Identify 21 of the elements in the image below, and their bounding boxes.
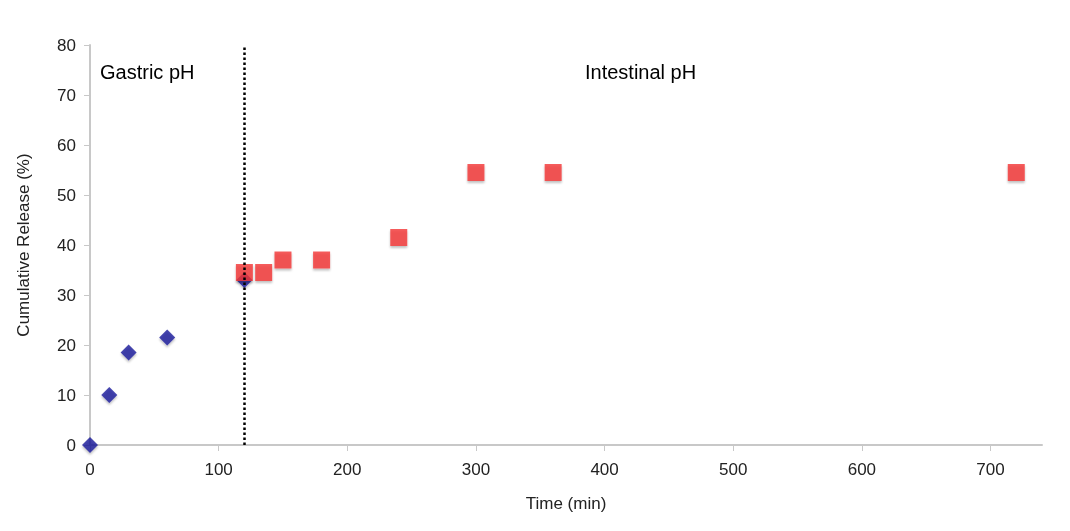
x-tick-label: 200 — [333, 460, 362, 479]
y-tick-label: 70 — [57, 85, 76, 105]
y-tick-label: 0 — [66, 435, 76, 455]
x-tick-label: 400 — [590, 460, 619, 479]
y-axis-title: Cumulative Release (%) — [14, 153, 33, 337]
x-tick-label: 300 — [461, 460, 491, 479]
y-tick-label: 60 — [57, 135, 76, 155]
x-tick-label: 100 — [204, 460, 233, 479]
annotation: Intestinal pH — [585, 61, 697, 83]
x-axis-title: Time (min) — [525, 494, 607, 513]
y-tick-label: 80 — [57, 35, 76, 55]
annotation: Gastric pH — [100, 61, 195, 83]
x-tick-label: 500 — [719, 460, 748, 479]
x-tick-label: 700 — [976, 460, 1005, 479]
x-tick-label: 0 — [85, 460, 95, 479]
y-tick-label: 50 — [57, 185, 76, 205]
y-tick-label: 10 — [57, 385, 76, 405]
x-tick-label: 600 — [847, 460, 877, 479]
y-tick-label: 20 — [57, 335, 76, 355]
y-tick-label: 30 — [57, 285, 76, 305]
y-tick-label: 40 — [57, 235, 76, 255]
